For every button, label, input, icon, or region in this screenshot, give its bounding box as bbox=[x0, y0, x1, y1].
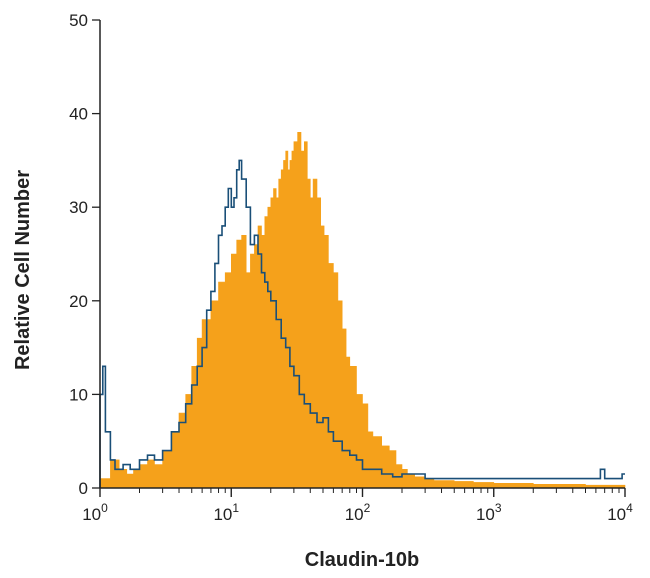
x-ticks: 100 101 102 103 104 bbox=[82, 488, 633, 524]
x-tick-base: 10 bbox=[476, 505, 495, 524]
x-tick-label: 100 bbox=[82, 501, 108, 524]
x-axis-title: Claudin-10b bbox=[305, 549, 419, 571]
x-tick-exponent: 1 bbox=[232, 501, 239, 515]
histogram-filled-series bbox=[99, 132, 626, 489]
x-tick-base: 10 bbox=[607, 505, 626, 524]
y-tick-label: 10 bbox=[69, 385, 88, 404]
x-tick-exponent: 4 bbox=[626, 501, 633, 515]
x-tick-label: 102 bbox=[345, 501, 371, 524]
y-tick-label: 30 bbox=[69, 198, 88, 217]
x-tick-exponent: 0 bbox=[101, 501, 108, 515]
plot-area bbox=[99, 132, 626, 489]
x-tick-base: 10 bbox=[345, 505, 364, 524]
x-tick-exponent: 3 bbox=[495, 501, 502, 515]
x-tick-exponent: 2 bbox=[364, 501, 371, 515]
y-tick-label: 0 bbox=[79, 479, 88, 498]
x-tick-label: 104 bbox=[607, 501, 633, 524]
histogram-outline-series bbox=[99, 159, 625, 488]
x-tick-label: 103 bbox=[476, 501, 502, 524]
y-tick-label: 20 bbox=[69, 292, 88, 311]
y-axis-title: Relative Cell Number bbox=[12, 170, 34, 370]
y-ticks: 0 10 20 30 40 50 bbox=[69, 11, 100, 498]
x-tick-label: 101 bbox=[213, 501, 239, 524]
y-tick-label: 50 bbox=[69, 11, 88, 30]
x-tick-base: 10 bbox=[82, 505, 101, 524]
x-tick-base: 10 bbox=[213, 505, 232, 524]
y-tick-label: 40 bbox=[69, 105, 88, 124]
